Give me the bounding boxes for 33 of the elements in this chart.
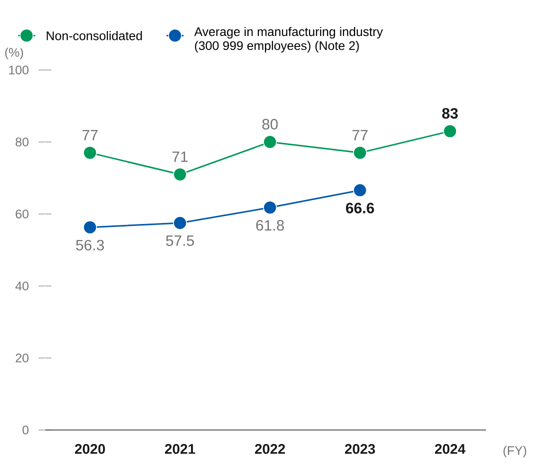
y-tick-label: 60: [16, 210, 28, 218]
data-label: 77: [82, 130, 98, 140]
point: [263, 200, 277, 214]
point: [83, 220, 97, 234]
data-label: 57.5: [166, 236, 194, 246]
x-tick-label: 2022: [254, 444, 285, 454]
x-tick-label: 2020: [74, 444, 105, 454]
point: [353, 146, 367, 160]
data-label: 83: [442, 108, 458, 119]
legend-label: Non-consolidated: [46, 31, 142, 40]
data-label: 80: [262, 118, 278, 130]
data-label: 77: [352, 130, 368, 140]
data-label: 71: [172, 152, 188, 162]
x-tick-label: 2021: [164, 444, 196, 454]
y-axis-title: (%): [5, 48, 24, 60]
point: [443, 124, 457, 138]
x-tick-label: 2024: [434, 444, 466, 454]
y-tick-label: 100: [9, 66, 28, 74]
point: [353, 183, 367, 198]
point: [263, 135, 277, 149]
x-axis-title: (FY): [504, 446, 526, 458]
legend-label: Average in manufacturing industry (300 999 employees) (Note 2): [194, 26, 383, 52]
data-label: 61.8: [256, 220, 284, 231]
data-label: 56.3: [76, 240, 104, 250]
data-label: 66.6: [346, 202, 374, 214]
y-tick-label: 0: [22, 426, 28, 434]
x-tick-label: 2023: [344, 444, 375, 454]
y-tick-label: 80: [16, 138, 28, 146]
point: [83, 146, 97, 160]
y-tick-label: 20: [16, 354, 28, 362]
point: [173, 168, 187, 182]
y-tick-label: 40: [15, 282, 28, 290]
point: [173, 216, 187, 230]
